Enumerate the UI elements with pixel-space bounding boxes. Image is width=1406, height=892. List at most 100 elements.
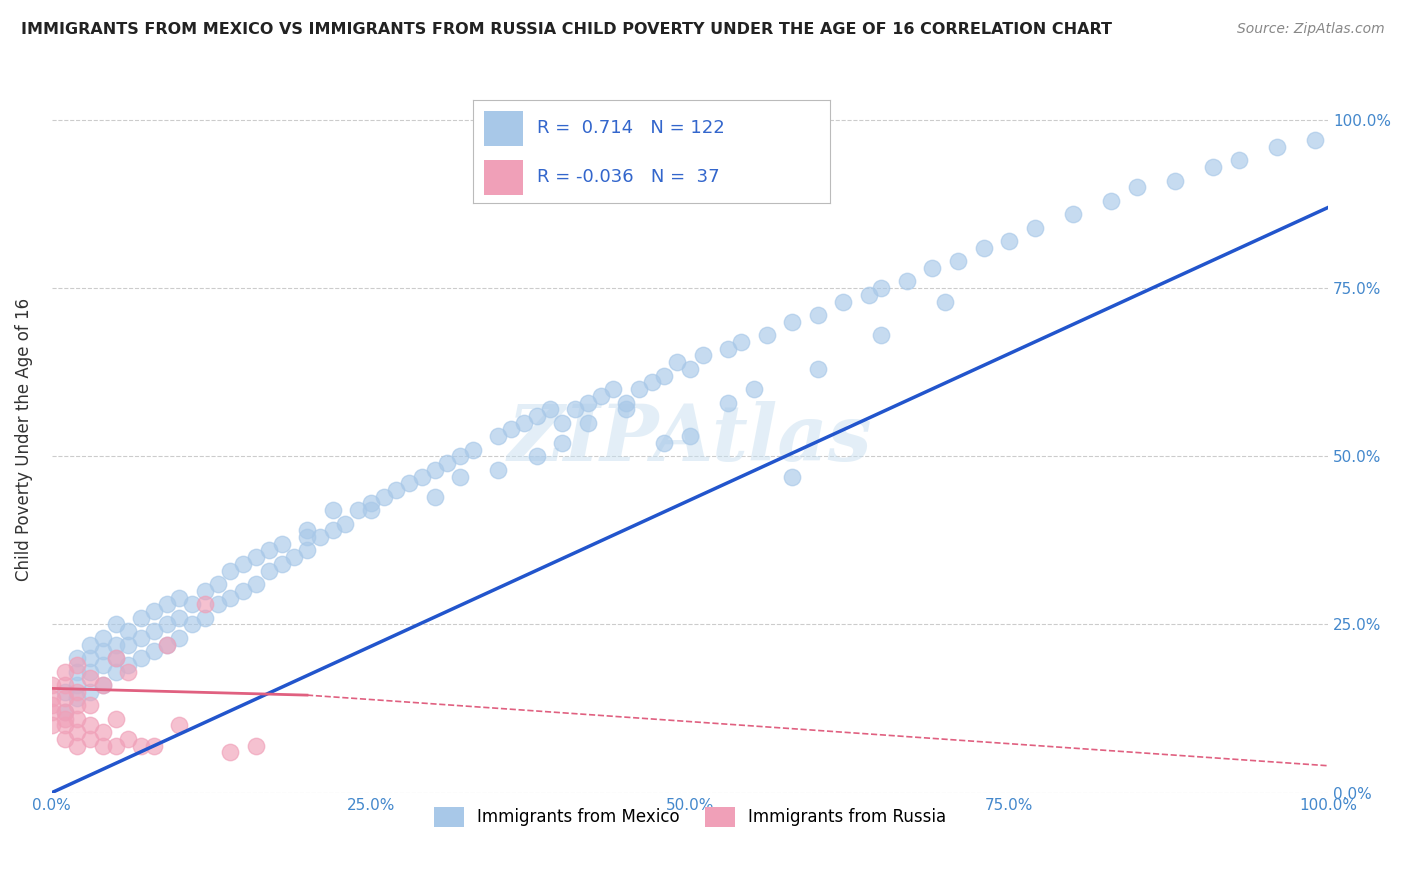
Point bbox=[79, 665, 101, 679]
Point bbox=[53, 705, 76, 719]
Point bbox=[589, 389, 612, 403]
Point bbox=[551, 435, 574, 450]
Point bbox=[576, 416, 599, 430]
Point bbox=[245, 739, 267, 753]
Point bbox=[194, 611, 217, 625]
Point bbox=[53, 731, 76, 746]
Point bbox=[117, 731, 139, 746]
Point bbox=[295, 524, 318, 538]
Point bbox=[129, 651, 152, 665]
Point bbox=[896, 275, 918, 289]
Point bbox=[717, 395, 740, 409]
Point bbox=[461, 442, 484, 457]
Point bbox=[858, 288, 880, 302]
Point bbox=[66, 685, 89, 699]
Text: ZIPAtlas: ZIPAtlas bbox=[508, 401, 872, 478]
Point bbox=[488, 463, 510, 477]
Point bbox=[1305, 133, 1327, 147]
Point bbox=[79, 698, 101, 713]
Point bbox=[360, 503, 382, 517]
Point bbox=[870, 328, 893, 343]
Point bbox=[654, 435, 676, 450]
Point bbox=[1164, 173, 1187, 187]
Point bbox=[53, 712, 76, 726]
Point bbox=[423, 463, 446, 477]
Point bbox=[398, 476, 420, 491]
Point bbox=[104, 638, 127, 652]
Point bbox=[1024, 220, 1046, 235]
Point bbox=[780, 469, 803, 483]
Point bbox=[129, 631, 152, 645]
Point bbox=[501, 422, 523, 436]
Point bbox=[219, 591, 242, 605]
Point bbox=[79, 685, 101, 699]
Point bbox=[117, 638, 139, 652]
Point bbox=[181, 617, 204, 632]
Point bbox=[104, 739, 127, 753]
Point bbox=[551, 416, 574, 430]
Point bbox=[169, 591, 191, 605]
Point bbox=[614, 402, 637, 417]
Point bbox=[806, 308, 828, 322]
Point bbox=[41, 698, 63, 713]
Point bbox=[117, 657, 139, 672]
Point bbox=[245, 550, 267, 565]
Point bbox=[219, 745, 242, 759]
Point bbox=[436, 456, 458, 470]
Y-axis label: Child Poverty Under the Age of 16: Child Poverty Under the Age of 16 bbox=[15, 298, 32, 581]
Point bbox=[104, 651, 127, 665]
Point bbox=[53, 718, 76, 732]
Point bbox=[41, 691, 63, 706]
Point bbox=[232, 583, 254, 598]
Point bbox=[79, 731, 101, 746]
Point bbox=[270, 537, 292, 551]
Point bbox=[1099, 194, 1122, 208]
Point bbox=[295, 530, 318, 544]
Point bbox=[513, 416, 536, 430]
Point bbox=[832, 294, 855, 309]
Point bbox=[53, 705, 76, 719]
Point bbox=[627, 382, 650, 396]
Point bbox=[998, 234, 1021, 248]
Point bbox=[41, 705, 63, 719]
Point bbox=[66, 698, 89, 713]
Point bbox=[347, 503, 370, 517]
Point bbox=[360, 496, 382, 510]
Point bbox=[423, 490, 446, 504]
Point bbox=[322, 503, 344, 517]
Point bbox=[755, 328, 778, 343]
Point bbox=[295, 543, 318, 558]
Point bbox=[156, 638, 179, 652]
Point bbox=[169, 718, 191, 732]
Point bbox=[730, 334, 752, 349]
Point bbox=[538, 402, 561, 417]
Point bbox=[66, 739, 89, 753]
Point bbox=[91, 631, 114, 645]
Point bbox=[576, 395, 599, 409]
Point bbox=[270, 557, 292, 571]
Point bbox=[488, 429, 510, 443]
Point bbox=[53, 691, 76, 706]
Point bbox=[322, 524, 344, 538]
Point bbox=[780, 315, 803, 329]
Point bbox=[1202, 160, 1225, 174]
Point bbox=[526, 450, 548, 464]
Point bbox=[66, 678, 89, 692]
Point bbox=[41, 678, 63, 692]
Point bbox=[806, 362, 828, 376]
Point bbox=[91, 739, 114, 753]
Point bbox=[142, 739, 165, 753]
Text: Source: ZipAtlas.com: Source: ZipAtlas.com bbox=[1237, 22, 1385, 37]
Point bbox=[666, 355, 689, 369]
Point bbox=[692, 348, 714, 362]
Point bbox=[91, 678, 114, 692]
Point bbox=[66, 665, 89, 679]
Point bbox=[41, 718, 63, 732]
Point bbox=[1265, 140, 1288, 154]
Point bbox=[156, 597, 179, 611]
Point bbox=[142, 624, 165, 639]
Point bbox=[207, 577, 229, 591]
Point bbox=[66, 725, 89, 739]
Point bbox=[973, 241, 995, 255]
Point bbox=[129, 739, 152, 753]
